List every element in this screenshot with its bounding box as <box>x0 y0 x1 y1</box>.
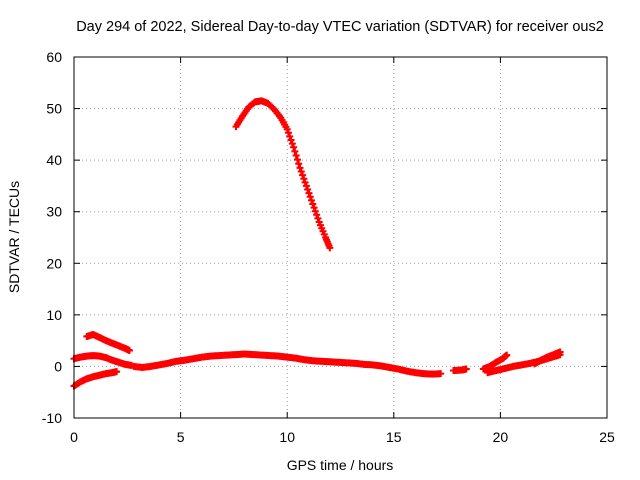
data-point <box>288 140 296 148</box>
y-tick-label: 50 <box>46 101 62 117</box>
y-tick-label: 60 <box>46 49 62 65</box>
plot-frame <box>73 56 608 419</box>
data-point <box>293 156 301 164</box>
data-point <box>302 182 310 190</box>
series-arc-isolated <box>449 365 470 375</box>
y-tick-label: 0 <box>54 358 62 374</box>
data-point <box>301 178 309 186</box>
data-point <box>326 244 334 252</box>
data-point <box>309 200 317 208</box>
chart-title: Day 294 of 2022, Sidereal Day-to-day VTE… <box>76 19 604 35</box>
y-tick-label: 30 <box>46 204 62 220</box>
x-tick-label: 5 <box>177 429 185 445</box>
data-point <box>292 152 300 160</box>
data-point <box>305 189 313 197</box>
data-point <box>290 143 298 151</box>
y-axis-label: SDTVAR / TECUs <box>6 181 22 293</box>
data-point <box>297 167 305 175</box>
x-axis-label: GPS time / hours <box>287 457 394 473</box>
data-point <box>291 147 299 155</box>
data-point <box>113 368 121 376</box>
data-point <box>314 214 322 222</box>
series-arc-early-low <box>70 368 121 390</box>
data-point <box>313 211 321 219</box>
data-point <box>287 136 295 144</box>
series-arc-early-mid <box>70 352 136 369</box>
data-point <box>306 193 314 201</box>
series-arc-early-high <box>83 330 133 354</box>
y-tick-label: 40 <box>46 152 62 168</box>
data-point <box>283 125 291 133</box>
data-points <box>70 97 564 390</box>
data-point <box>295 160 303 168</box>
x-tick-label: 0 <box>70 429 78 445</box>
data-point <box>296 164 304 172</box>
series-arc-late-c <box>531 348 564 368</box>
series-arc-main <box>130 350 445 378</box>
data-point <box>437 370 445 378</box>
data-point <box>556 348 564 356</box>
data-point <box>300 175 308 183</box>
data-point <box>125 346 133 354</box>
data-point <box>299 171 307 179</box>
x-tick-label: 25 <box>599 429 615 445</box>
data-point <box>286 132 294 140</box>
y-tick-label: 10 <box>46 307 62 323</box>
data-point <box>310 204 318 212</box>
x-tick-label: 20 <box>493 429 509 445</box>
data-point <box>304 186 312 194</box>
y-tick-label: -10 <box>42 410 62 426</box>
x-tick-label: 15 <box>386 429 402 445</box>
series-arc-peak <box>232 97 334 252</box>
data-point <box>503 351 511 359</box>
data-point <box>284 129 292 137</box>
x-tick-label: 10 <box>279 429 295 445</box>
axis-ticks: 0 5 10 15 20 25 -10 0 10 20 30 40 50 60 <box>42 49 615 445</box>
data-point <box>308 196 316 204</box>
data-point <box>311 207 319 215</box>
y-tick-label: 20 <box>46 255 62 271</box>
data-point <box>462 365 470 373</box>
